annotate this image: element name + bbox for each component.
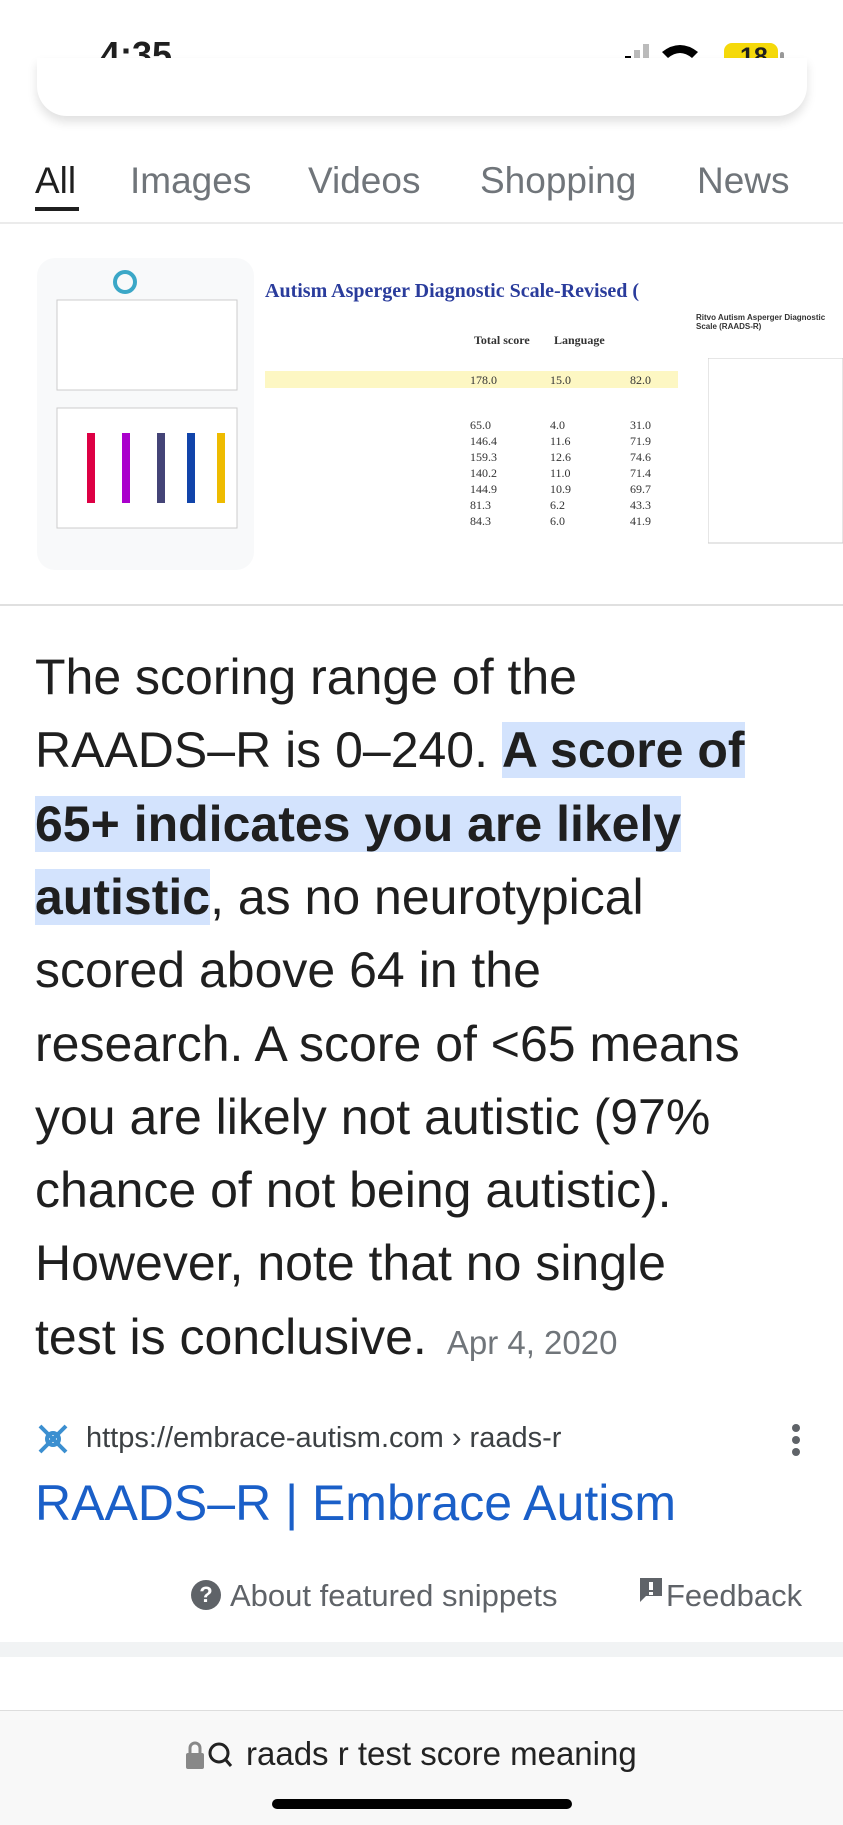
table-cell: 144.9 [470,482,497,496]
image-thumbnail[interactable] [37,258,254,570]
table-cell: 6.0 [550,514,565,528]
snippet-text: you are likely not autistic (97% [35,1088,711,1145]
table-cell: 71.9 [630,434,651,448]
tab[interactable]: Shopping [480,160,637,201]
snippet-line: autistic, as no neurotypical [35,865,644,929]
tab[interactable]: All [35,160,77,201]
table-header: Language [554,333,605,347]
home-indicator [272,1799,572,1809]
row-highlight [265,371,678,388]
table-cell: 69.7 [630,482,651,496]
tab[interactable]: Videos [308,160,421,201]
table-cell: 84.3 [470,514,491,528]
snippet-date: Apr 4, 2020 [446,1323,618,1361]
table-cell: 71.4 [630,466,651,480]
table-cell: 10.9 [550,482,571,496]
tab-indicator [35,207,79,211]
feedback-link[interactable]: Feedback [666,1578,803,1613]
highlighted-text: 65+ indicates you are likely [35,795,682,852]
snippet-text: However, note that no single [35,1235,666,1292]
table-cell: 140.2 [470,466,497,480]
address-bar[interactable]: raads r test score meaning [0,1710,843,1825]
snippet-line: 65+ indicates you are likely [35,792,682,856]
thumbnail-title: Autism Asperger Diagnostic Scale-Revised… [265,280,640,302]
table-cell: 6.2 [550,498,565,512]
svg-text:?: ? [199,1582,212,1607]
table-cell: 31.0 [630,418,651,432]
snippet-text: , as no neurotypical [210,868,644,925]
image-thumbnail[interactable]: Ritvo Autism Asperger Diagnostic Scale (… [688,258,843,570]
snippet-line: The scoring range of the [35,645,577,709]
site-icon [38,1424,68,1454]
table-header: Total score [474,333,530,347]
more-menu[interactable] [786,1422,806,1462]
separator [0,1642,843,1657]
tab[interactable]: Images [130,160,252,201]
source-url[interactable]: https://embrace-autism.com › raads-r [86,1422,562,1454]
table-cell: 82.0 [630,373,651,387]
table-cell: 43.3 [630,498,651,512]
thumbnail-title: Ritvo Autism Asperger Diagnostic Scale (… [696,313,826,331]
highlighted-text: A score of [501,722,745,779]
snippet-text: chance of not being autistic). [35,1162,672,1219]
result-title[interactable]: RAADS–R | Embrace Autism [35,1475,676,1531]
feedback-icon [640,1578,662,1602]
snippet-text: The scoring range of the [35,649,577,705]
thumbnail-graphic [56,270,238,529]
snippet-line: However, note that no single [35,1231,666,1295]
snippet-text: RAADS–R is 0–240. [35,722,502,779]
table-cell: 11.6 [550,434,571,448]
thumbnail-graphic [708,358,843,544]
table-cell: 15.0 [550,373,571,387]
search-query: raads r test score meaning [246,1735,637,1772]
table-cell: 178.0 [470,373,497,387]
snippet-text: test is conclusive. [35,1308,427,1365]
highlighted-text: autistic [35,868,211,925]
snippet-line: chance of not being autistic). [35,1158,672,1222]
table-cell: 74.6 [630,450,651,464]
table-cell: 11.0 [550,466,571,480]
image-thumbnail[interactable]: Autism Asperger Diagnostic Scale-Revised… [265,258,678,570]
table-cell: 81.3 [470,498,491,512]
snippet-line: scored above 64 in the [35,938,541,1002]
table-cell: 146.4 [470,434,497,448]
help-icon: ? [191,1580,221,1610]
about-snippets[interactable]: About featured snippets [230,1578,558,1613]
snippet-text: research. A score of <65 means [35,1015,740,1072]
divider [0,604,843,606]
table-cell: 4.0 [550,418,565,432]
snippet-line: RAADS–R is 0–240. A score of [35,718,745,782]
snippet-line: test is conclusive. Apr 4, 2020 [35,1305,617,1375]
tab[interactable]: News [697,160,790,201]
snippet-line: research. A score of <65 means [35,1012,740,1076]
divider [0,222,843,224]
table-cell: 65.0 [470,418,491,432]
table-cell: 159.3 [470,450,497,464]
snippet-line: you are likely not autistic (97% [35,1085,710,1149]
lock-search-icons [186,1741,233,1769]
table-cell: 41.9 [630,514,651,528]
snippet-text: scored above 64 in the [35,942,541,999]
search-box[interactable] [37,58,807,116]
table-cell: 12.6 [550,450,571,464]
